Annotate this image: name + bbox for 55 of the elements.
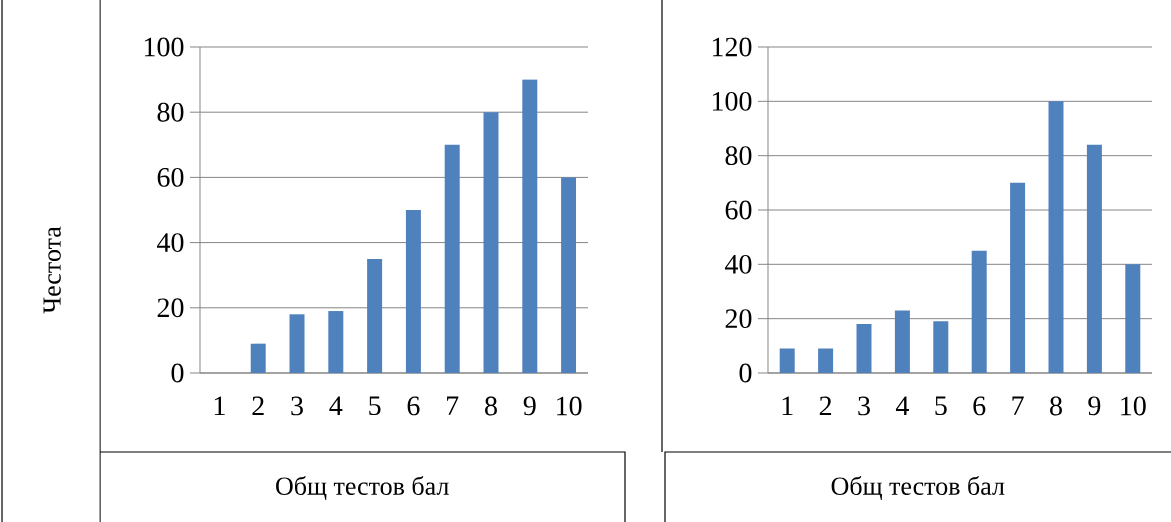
x-tick-label: 10 xyxy=(557,396,582,416)
x-tick-label: 10 xyxy=(1121,396,1146,416)
x-tick-label: 6 xyxy=(407,396,420,416)
y-tick-label: 40 xyxy=(157,233,184,253)
x-tick-label: 9 xyxy=(523,396,536,416)
x-tick-label: 7 xyxy=(447,396,459,415)
bar xyxy=(894,310,910,373)
bar xyxy=(1048,101,1064,373)
bar xyxy=(483,112,499,373)
x-tick-label: 8 xyxy=(1050,396,1062,416)
bar xyxy=(818,348,834,373)
bar xyxy=(405,209,421,373)
bar xyxy=(933,321,949,373)
bar xyxy=(328,311,344,373)
x-tick-label: 4 xyxy=(895,396,909,415)
bar xyxy=(1125,264,1141,373)
y-tick-label: 0 xyxy=(171,363,184,383)
y-tick-label: 20 xyxy=(725,309,752,329)
bar xyxy=(444,144,460,373)
y-tick-label: 60 xyxy=(157,167,184,187)
x-axis-title: Общ тестов бал xyxy=(276,476,449,501)
y-tick-label: 20 xyxy=(157,298,184,318)
y-tick-label: 80 xyxy=(157,102,184,122)
x-tick-label: 8 xyxy=(485,396,497,416)
y-tick-label: 0 xyxy=(739,363,752,383)
y-tick-label: 100 xyxy=(712,91,752,111)
bar xyxy=(367,258,383,373)
bar xyxy=(779,348,795,373)
bar xyxy=(1086,144,1102,373)
bar xyxy=(522,79,538,373)
x-tick-label: 6 xyxy=(973,396,986,416)
x-tick-label: 2 xyxy=(252,396,264,416)
x-tick-label: 1 xyxy=(214,396,225,416)
x-tick-label: 4 xyxy=(329,396,343,415)
bar xyxy=(971,250,987,373)
x-axis-title: Общ тестов бал xyxy=(831,476,1005,501)
x-tick-label: 3 xyxy=(858,396,870,416)
bar xyxy=(289,314,305,373)
bar xyxy=(250,343,266,373)
y-tick-label: 80 xyxy=(725,146,752,166)
x-tick-label: 5 xyxy=(935,396,947,416)
x-tick-label: 5 xyxy=(369,396,381,416)
y-tick-label: 100 xyxy=(144,37,184,57)
y-axis-title: Честота xyxy=(43,226,61,314)
x-tick-label: 2 xyxy=(819,396,832,416)
x-tick-label: 1 xyxy=(782,396,793,416)
x-tick-label: 9 xyxy=(1088,396,1101,416)
bar xyxy=(1010,182,1026,373)
x-tick-label: 7 xyxy=(1012,396,1024,415)
bar xyxy=(856,324,872,373)
y-tick-label: 120 xyxy=(712,37,752,57)
y-tick-label: 40 xyxy=(725,254,752,274)
x-tick-label: 3 xyxy=(291,396,303,416)
bar xyxy=(561,177,577,373)
y-tick-label: 60 xyxy=(725,200,752,220)
